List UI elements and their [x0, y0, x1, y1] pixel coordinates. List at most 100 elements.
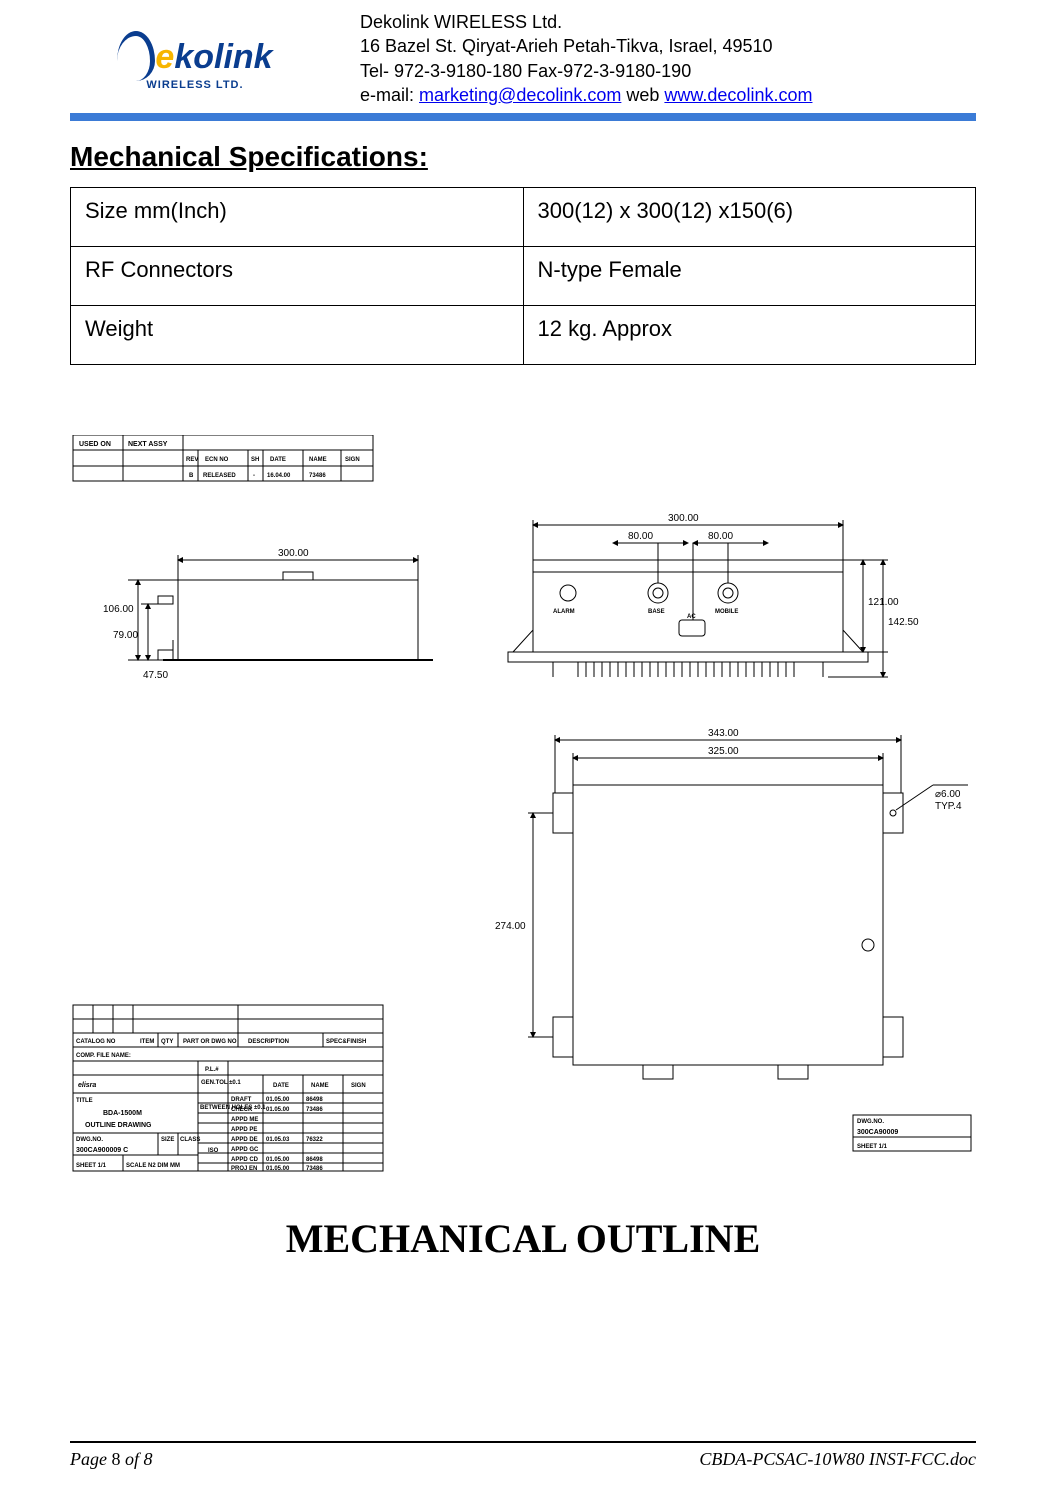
footer-page-label: Page: [70, 1449, 111, 1469]
drawing-top-view: ⌀6.00 TYP.4 343.00 325.00 274.00: [495, 728, 968, 1079]
page-footer: Page 8 of 8 CBDA-PCSAC-10W80 INST-FCC.do…: [70, 1441, 976, 1470]
svg-text:NAME: NAME: [309, 457, 327, 463]
svg-text:APPD ME: APPD ME: [231, 1117, 258, 1123]
svg-text:DWG.NO.: DWG.NO.: [857, 1119, 884, 1125]
web-label: web: [621, 85, 664, 105]
svg-text:ITEM: ITEM: [140, 1039, 154, 1045]
svg-text:73486: 73486: [306, 1107, 323, 1113]
footer-page-total: 8: [144, 1449, 153, 1469]
svg-text:BASE: BASE: [648, 609, 665, 615]
svg-text:DRAFT: DRAFT: [231, 1097, 252, 1103]
mechanical-drawings: USED ON NEXT ASSY REV ECN NO SH DATE NAM…: [70, 435, 976, 1175]
svg-text:01.05.00: 01.05.00: [266, 1157, 290, 1163]
svg-text:BDA-1500M: BDA-1500M: [103, 1110, 142, 1117]
company-logo: ekolink WIRELESS LTD.: [70, 16, 320, 101]
svg-text:DWG.NO.: DWG.NO.: [76, 1137, 103, 1143]
page-header: ekolink WIRELESS LTD. Dekolink WIRELESS …: [70, 10, 976, 107]
svg-text:SHEET 1/1: SHEET 1/1: [76, 1163, 107, 1169]
drawing-front: ALARM BASE MOBILE AC 300.00 80.00 80.00 …: [508, 513, 919, 677]
svg-text:B: B: [189, 473, 194, 479]
svg-text:SIZE: SIZE: [161, 1137, 174, 1143]
svg-text:MOBILE: MOBILE: [715, 609, 738, 615]
svg-text:RELEASED: RELEASED: [203, 473, 236, 479]
svg-text:CATALOG NO: CATALOG NO: [76, 1039, 116, 1045]
svg-text:01.05.00: 01.05.00: [266, 1107, 290, 1113]
svg-text:300.00: 300.00: [278, 548, 309, 559]
drawing-profile: 300.00 106.00 79.00 47.50: [103, 548, 433, 681]
svg-text:-: -: [253, 473, 255, 479]
svg-text:80.00: 80.00: [628, 531, 653, 542]
svg-text:USED ON: USED ON: [79, 441, 111, 448]
svg-text:73486: 73486: [309, 473, 326, 479]
svg-text:OUTLINE DRAWING: OUTLINE DRAWING: [85, 1122, 152, 1129]
svg-text:DESCRIPTION: DESCRIPTION: [248, 1039, 289, 1045]
svg-text:01.05.00: 01.05.00: [266, 1166, 290, 1172]
svg-text:APPD DE: APPD DE: [231, 1137, 258, 1143]
svg-text:ALARM: ALARM: [553, 609, 575, 615]
company-name: Dekolink WIRELESS Ltd.: [360, 10, 812, 34]
svg-text:SHEET 1/1: SHEET 1/1: [857, 1144, 888, 1150]
svg-text:300CA90009: 300CA90009: [857, 1129, 898, 1136]
svg-text:SIGN: SIGN: [345, 457, 360, 463]
spec-value: N-type Female: [523, 247, 976, 306]
svg-text:SCALE N2 DIM MM: SCALE N2 DIM MM: [126, 1163, 180, 1169]
svg-text:APPD CD: APPD CD: [231, 1157, 259, 1163]
svg-text:SH: SH: [251, 457, 259, 463]
email-link[interactable]: marketing@decolink.com: [419, 85, 621, 105]
svg-text:300.00: 300.00: [668, 513, 699, 524]
svg-text:01.05.00: 01.05.00: [266, 1097, 290, 1103]
table-row: Size mm(Inch) 300(12) x 300(12) x150(6): [71, 188, 976, 247]
spec-value: 300(12) x 300(12) x150(6): [523, 188, 976, 247]
titleblock-top-left: USED ON NEXT ASSY REV ECN NO SH DATE NAM…: [73, 435, 373, 481]
svg-text:GEN.TOL ±0.1: GEN.TOL ±0.1: [201, 1080, 241, 1086]
svg-text:COMP. FILE NAME:: COMP. FILE NAME:: [76, 1053, 131, 1059]
svg-text:DATE: DATE: [270, 457, 286, 463]
svg-text:16.04.00: 16.04.00: [267, 473, 291, 479]
logo-subtitle: WIRELESS LTD.: [146, 79, 243, 91]
svg-text:REV: REV: [186, 457, 198, 463]
svg-text:142.50: 142.50: [888, 617, 919, 628]
svg-text:APPD PE: APPD PE: [231, 1127, 257, 1133]
svg-text:343.00: 343.00: [708, 728, 739, 739]
svg-text:73486: 73486: [306, 1166, 323, 1172]
spec-label: Size mm(Inch): [71, 188, 524, 247]
svg-text:86498: 86498: [306, 1097, 323, 1103]
svg-text:AC: AC: [687, 614, 696, 620]
email-label: e-mail:: [360, 85, 419, 105]
svg-text:NEXT ASSY: NEXT ASSY: [128, 441, 168, 448]
svg-text:SIGN: SIGN: [351, 1083, 366, 1089]
svg-text:ECN NO: ECN NO: [205, 457, 229, 463]
spec-table: Size mm(Inch) 300(12) x 300(12) x150(6) …: [70, 187, 976, 365]
footer-doc-name: CBDA-PCSAC-10W80 INST-FCC.doc: [699, 1449, 976, 1470]
titleblock-bottom-right: DWG.NO. 300CA90009 SHEET 1/1: [853, 1115, 971, 1151]
svg-text:CLASS: CLASS: [180, 1137, 200, 1143]
table-row: RF Connectors N-type Female: [71, 247, 976, 306]
svg-text:274.00: 274.00: [495, 921, 526, 932]
svg-text:325.00: 325.00: [708, 746, 739, 757]
svg-text:NAME: NAME: [311, 1083, 329, 1089]
spec-label: RF Connectors: [71, 247, 524, 306]
svg-text:300CA900009 C: 300CA900009 C: [76, 1147, 128, 1154]
svg-text:BETWEEN HOLES ±0.1: BETWEEN HOLES ±0.1: [200, 1105, 266, 1111]
company-phones: Tel- 972-3-9180-180 Fax-972-3-9180-190: [360, 59, 812, 83]
svg-text:76322: 76322: [306, 1137, 323, 1143]
svg-text:79.00: 79.00: [113, 630, 138, 641]
svg-text:86498: 86498: [306, 1157, 323, 1163]
footer-of-label: of: [120, 1449, 143, 1469]
svg-text:SPEC&FINISH: SPEC&FINISH: [326, 1039, 366, 1045]
svg-text:P.L.#: P.L.#: [205, 1067, 219, 1073]
company-address: 16 Bazel St. Qiryat-Arieh Petah-Tikva, I…: [360, 34, 812, 58]
svg-text:PROJ EN: PROJ EN: [231, 1166, 257, 1172]
svg-text:ISO: ISO: [208, 1148, 219, 1154]
svg-text:QTY: QTY: [161, 1039, 173, 1045]
table-row: Weight 12 kg. Approx: [71, 306, 976, 365]
spec-value: 12 kg. Approx: [523, 306, 976, 365]
web-link[interactable]: www.decolink.com: [664, 85, 812, 105]
svg-text:TYP.4: TYP.4: [935, 801, 962, 812]
header-contact-block: Dekolink WIRELESS Ltd. 16 Bazel St. Qiry…: [360, 10, 812, 107]
svg-text:elisra: elisra: [78, 1082, 96, 1089]
titleblock-bottom-left: CATALOG NO ITEM QTY PART OR DWG NO DESCR…: [73, 1005, 383, 1172]
svg-text:TITLE: TITLE: [76, 1098, 93, 1104]
svg-text:01.05.03: 01.05.03: [266, 1137, 290, 1143]
svg-text:⌀6.00: ⌀6.00: [935, 789, 961, 800]
